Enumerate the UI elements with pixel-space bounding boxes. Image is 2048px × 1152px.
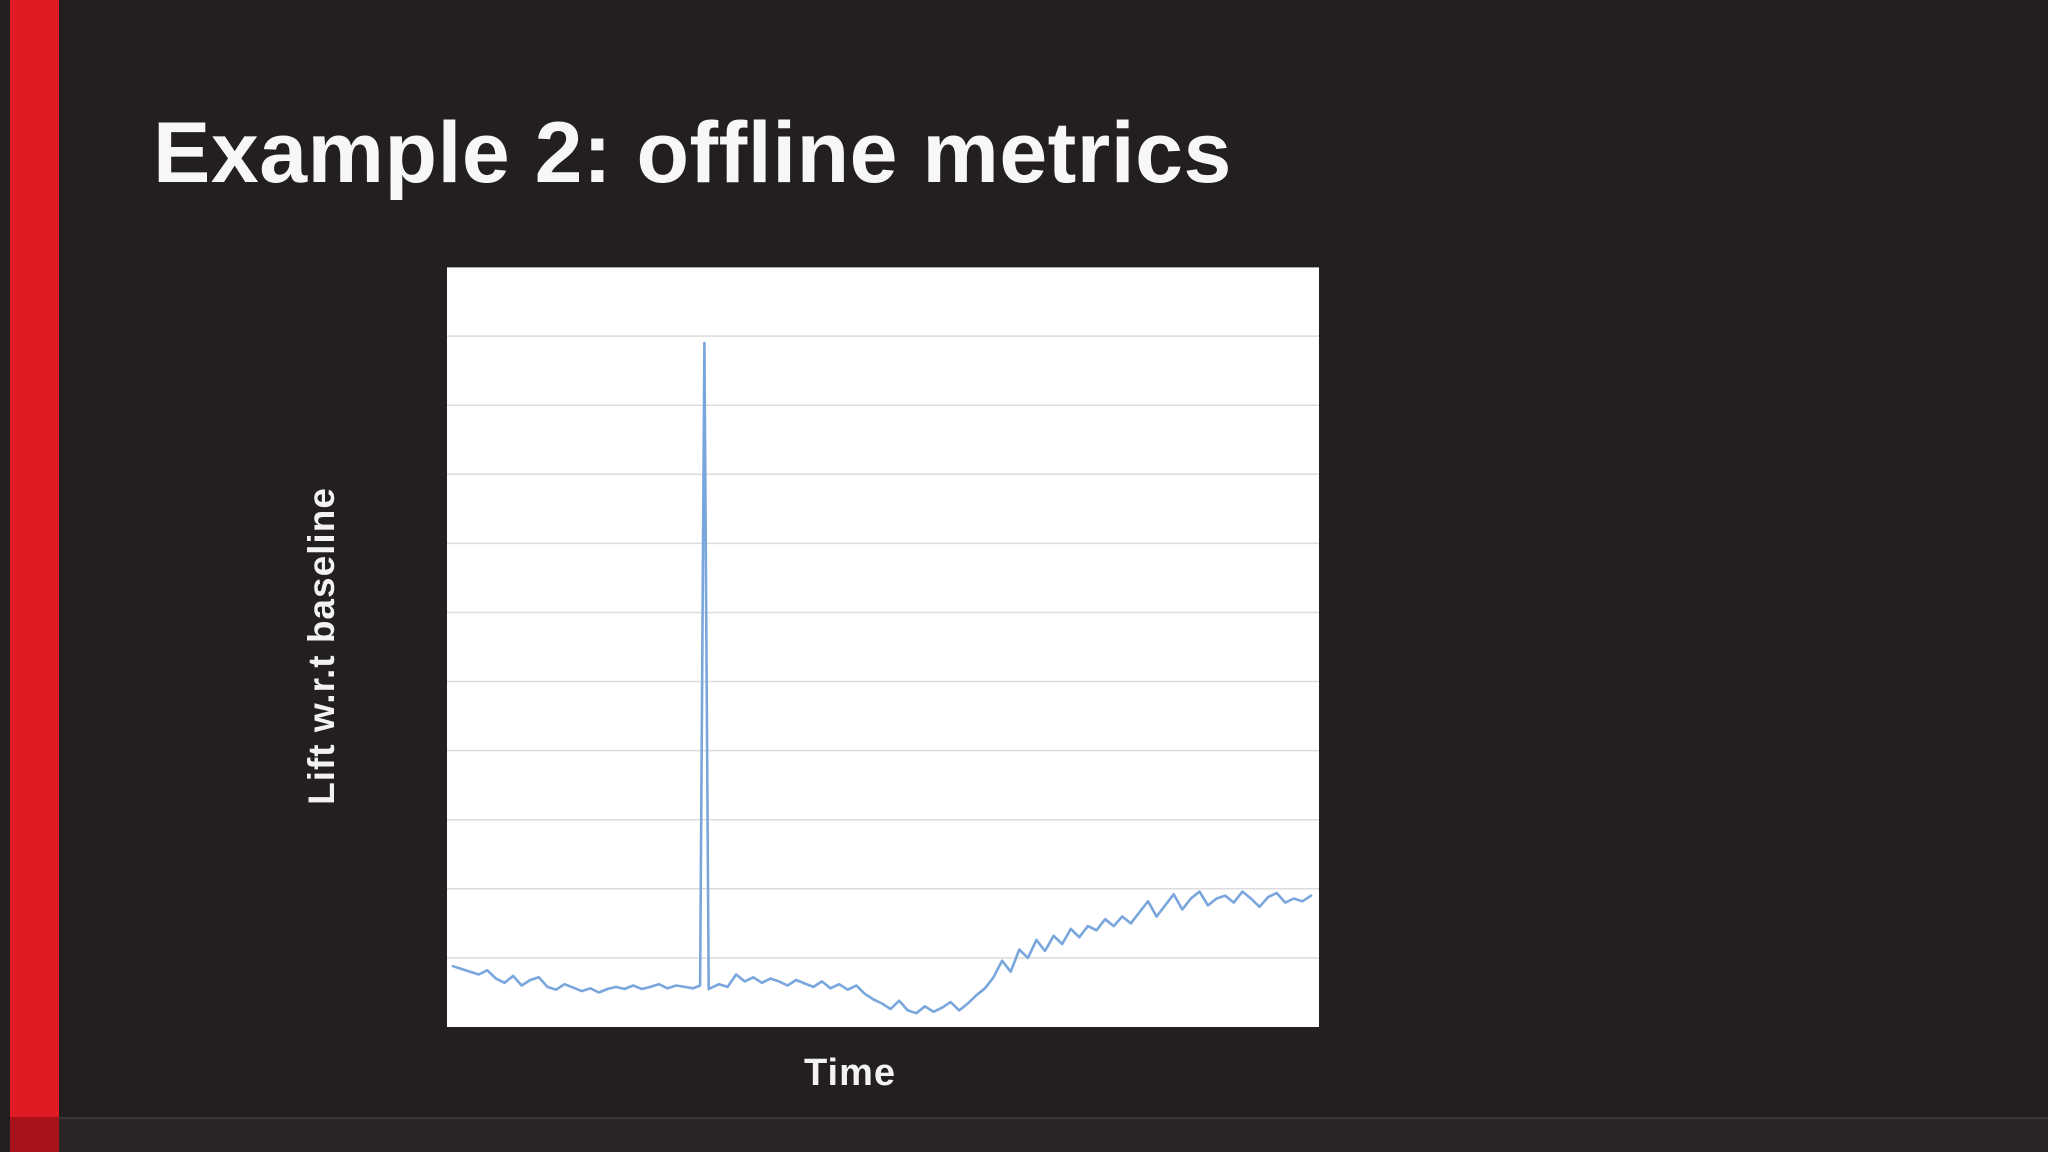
bottom-edge-strip [59,1117,2048,1152]
red-accent-bar-shadow [10,1117,59,1152]
y-axis-label: Lift w.r.t baseline [301,487,342,805]
line-chart [447,267,1319,1027]
slide-title: Example 2: offline metrics [153,105,1232,201]
red-accent-bar [10,0,59,1152]
x-axis-label: Time [803,1052,896,1094]
line-chart-svg [447,267,1319,1015]
